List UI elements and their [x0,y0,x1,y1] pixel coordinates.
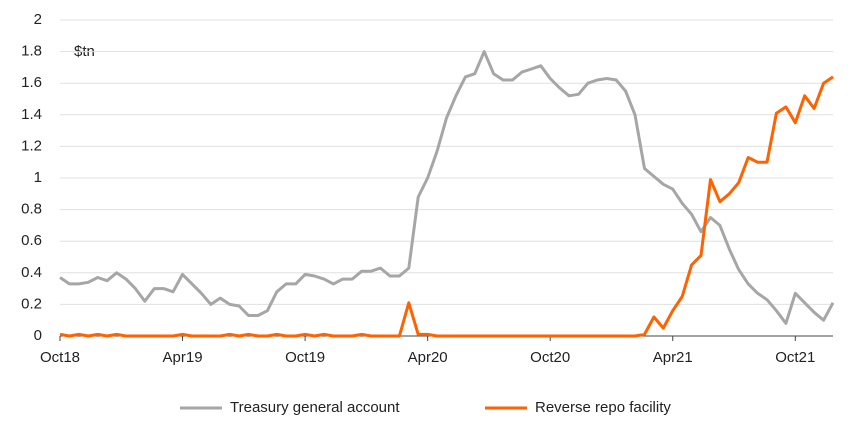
y-tick-label: 0.4 [21,264,42,281]
y-tick-label: 1.2 [21,137,42,154]
series-line [59,75,834,338]
y-tick-label: 1.6 [21,74,42,91]
series-line [59,50,835,325]
x-tick-label: Oct19 [285,349,325,366]
legend-label: Reverse repo facility [535,399,671,416]
x-tick-label: Apr19 [163,349,203,366]
y-tick-label: 0.2 [21,295,42,312]
y-tick-label: 0.6 [21,232,42,249]
x-tick-label: Oct20 [530,349,570,366]
x-tick-label: Apr20 [408,349,448,366]
x-tick-label: Oct18 [40,349,80,366]
y-tick-label: 1.8 [21,43,42,60]
y-tick-label: 1.4 [21,106,42,123]
y-tick-label: 2 [34,11,42,28]
y-tick-label: 0.8 [21,201,42,218]
y-tick-label: 1 [34,169,42,186]
y-tick-label: 0 [34,327,42,344]
x-tick-label: Apr21 [653,349,693,366]
x-tick-label: Oct21 [775,349,815,366]
legend-label: Treasury general account [230,399,400,416]
